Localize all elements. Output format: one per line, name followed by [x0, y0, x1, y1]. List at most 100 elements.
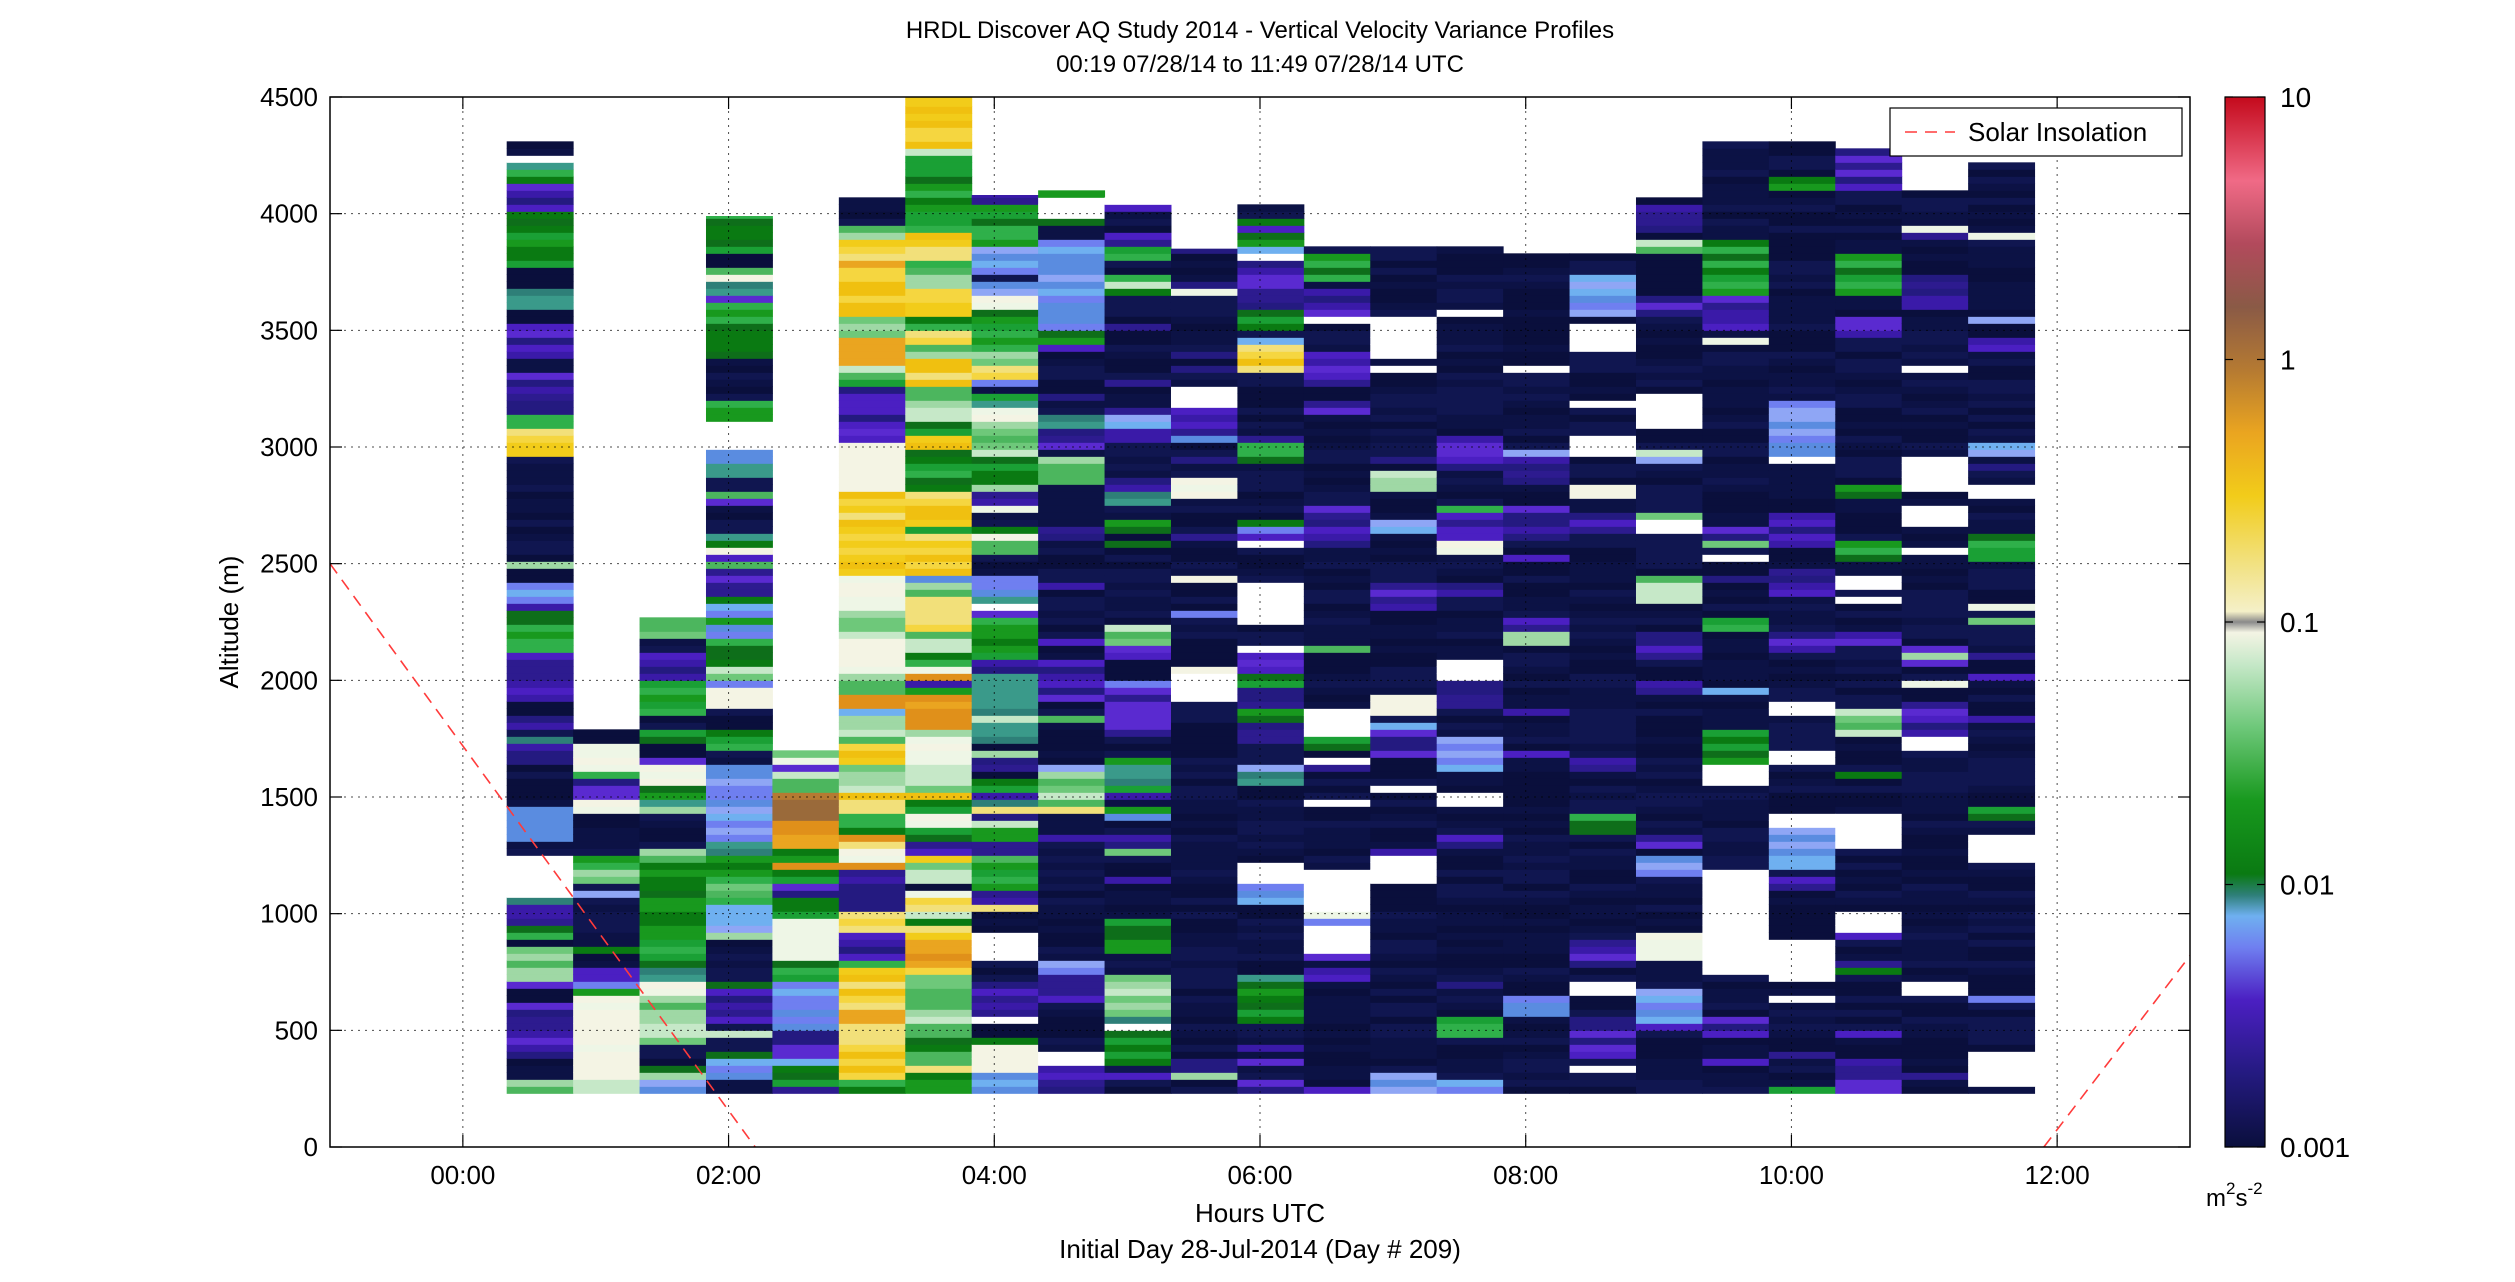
heatmap-cell	[1968, 232, 2036, 240]
y-tick-label: 500	[275, 1015, 318, 1045]
heatmap-cell	[1968, 274, 2036, 282]
heatmap-cell	[1968, 729, 2036, 737]
heatmap-cell	[1170, 323, 1238, 331]
heatmap-cell	[639, 666, 707, 674]
heatmap-cell	[1569, 589, 1637, 597]
heatmap-cell	[705, 617, 773, 625]
heatmap-cell	[1104, 1072, 1172, 1080]
heatmap-cell	[506, 834, 574, 842]
heatmap-cell	[1038, 827, 1106, 835]
heatmap-cell	[971, 491, 1039, 499]
heatmap-cell	[1237, 1058, 1305, 1066]
heatmap-cell	[1569, 449, 1637, 457]
heatmap-cell	[1436, 673, 1504, 681]
heatmap-cell	[705, 1051, 773, 1059]
heatmap-cell	[1370, 967, 1438, 975]
heatmap-cell	[1370, 813, 1438, 821]
heatmap-cell	[1702, 372, 1770, 380]
heatmap-cell	[1503, 708, 1571, 716]
heatmap-cell	[905, 337, 973, 345]
heatmap-cell	[1370, 519, 1438, 527]
heatmap-cell	[905, 148, 973, 156]
heatmap-cell	[1370, 1072, 1438, 1080]
heatmap-cell	[1968, 365, 2036, 373]
heatmap-cell	[1038, 806, 1106, 814]
heatmap-cell	[506, 540, 574, 548]
heatmap-cell	[573, 862, 641, 870]
heatmap-cell	[1635, 1079, 1703, 1087]
heatmap-cell	[1038, 204, 1106, 212]
heatmap-cell	[1835, 561, 1903, 569]
heatmap-cell	[1104, 883, 1172, 891]
heatmap-cell	[1768, 1079, 1836, 1087]
heatmap-cell	[838, 792, 906, 800]
legend: Solar Insolation	[1889, 107, 2183, 157]
heatmap-cell	[838, 827, 906, 835]
heatmap-cell	[1104, 386, 1172, 394]
heatmap-cell	[1104, 960, 1172, 968]
heatmap-cell	[971, 232, 1039, 240]
heatmap-cell	[838, 477, 906, 485]
heatmap-cell	[1901, 820, 1969, 828]
heatmap-cell	[1835, 918, 1903, 926]
heatmap-cell	[1569, 267, 1637, 275]
heatmap-cell	[1237, 582, 1305, 590]
heatmap-cell	[905, 141, 973, 149]
heatmap-cell	[1170, 764, 1238, 772]
heatmap-cell	[639, 890, 707, 898]
heatmap-cell	[838, 204, 906, 212]
heatmap-cell	[1768, 1072, 1836, 1080]
heatmap-cell	[1835, 582, 1903, 590]
heatmap-cell	[772, 953, 840, 961]
heatmap-cell	[1436, 1016, 1504, 1024]
heatmap-cell	[1702, 491, 1770, 499]
heatmap-cell	[1569, 624, 1637, 632]
heatmap-cell	[1901, 869, 1969, 877]
heatmap-cell	[1901, 421, 1969, 429]
heatmap-cell	[1038, 673, 1106, 681]
heatmap-cell	[1768, 274, 1836, 282]
heatmap-cell	[1968, 799, 2036, 807]
heatmap-cell	[1503, 540, 1571, 548]
heatmap-cell	[1170, 960, 1238, 968]
heatmap-cell	[506, 883, 574, 891]
heatmap-cell	[1835, 771, 1903, 779]
heatmap-cell	[1104, 477, 1172, 485]
heatmap-cell	[971, 414, 1039, 422]
heatmap-cell	[971, 680, 1039, 688]
heatmap-cell	[1702, 379, 1770, 387]
heatmap-cell	[1702, 1002, 1770, 1010]
heatmap-cell	[1835, 946, 1903, 954]
heatmap-cell	[1901, 813, 1969, 821]
heatmap-cell	[639, 785, 707, 793]
heatmap-cell	[1237, 911, 1305, 919]
heatmap-cell	[1104, 729, 1172, 737]
heatmap-cell	[705, 645, 773, 653]
heatmap-cell	[1370, 337, 1438, 345]
heatmap-cell	[506, 225, 574, 233]
heatmap-cell	[1569, 512, 1637, 520]
heatmap-cell	[1237, 519, 1305, 527]
heatmap-cell	[1702, 533, 1770, 541]
heatmap-cell	[1436, 582, 1504, 590]
heatmap-cell	[1436, 400, 1504, 408]
heatmap-cell	[1503, 967, 1571, 975]
heatmap-cell	[506, 1058, 574, 1066]
heatmap-cell	[1901, 967, 1969, 975]
heatmap-cell	[1370, 253, 1438, 261]
heatmap-cell	[1370, 757, 1438, 765]
heatmap-profiles	[506, 97, 2036, 1094]
heatmap-cell	[1835, 232, 1903, 240]
heatmap-cell	[1702, 946, 1770, 954]
heatmap-cell	[1237, 960, 1305, 968]
heatmap-cell	[1635, 337, 1703, 345]
heatmap-cell	[971, 932, 1039, 940]
profile-column	[1170, 248, 1238, 1094]
heatmap-cell	[1038, 575, 1106, 583]
heatmap-cell	[506, 960, 574, 968]
heatmap-cell	[971, 589, 1039, 597]
heatmap-cell	[1569, 827, 1637, 835]
heatmap-cell	[1237, 386, 1305, 394]
heatmap-cell	[1104, 939, 1172, 947]
heatmap-cell	[506, 253, 574, 261]
